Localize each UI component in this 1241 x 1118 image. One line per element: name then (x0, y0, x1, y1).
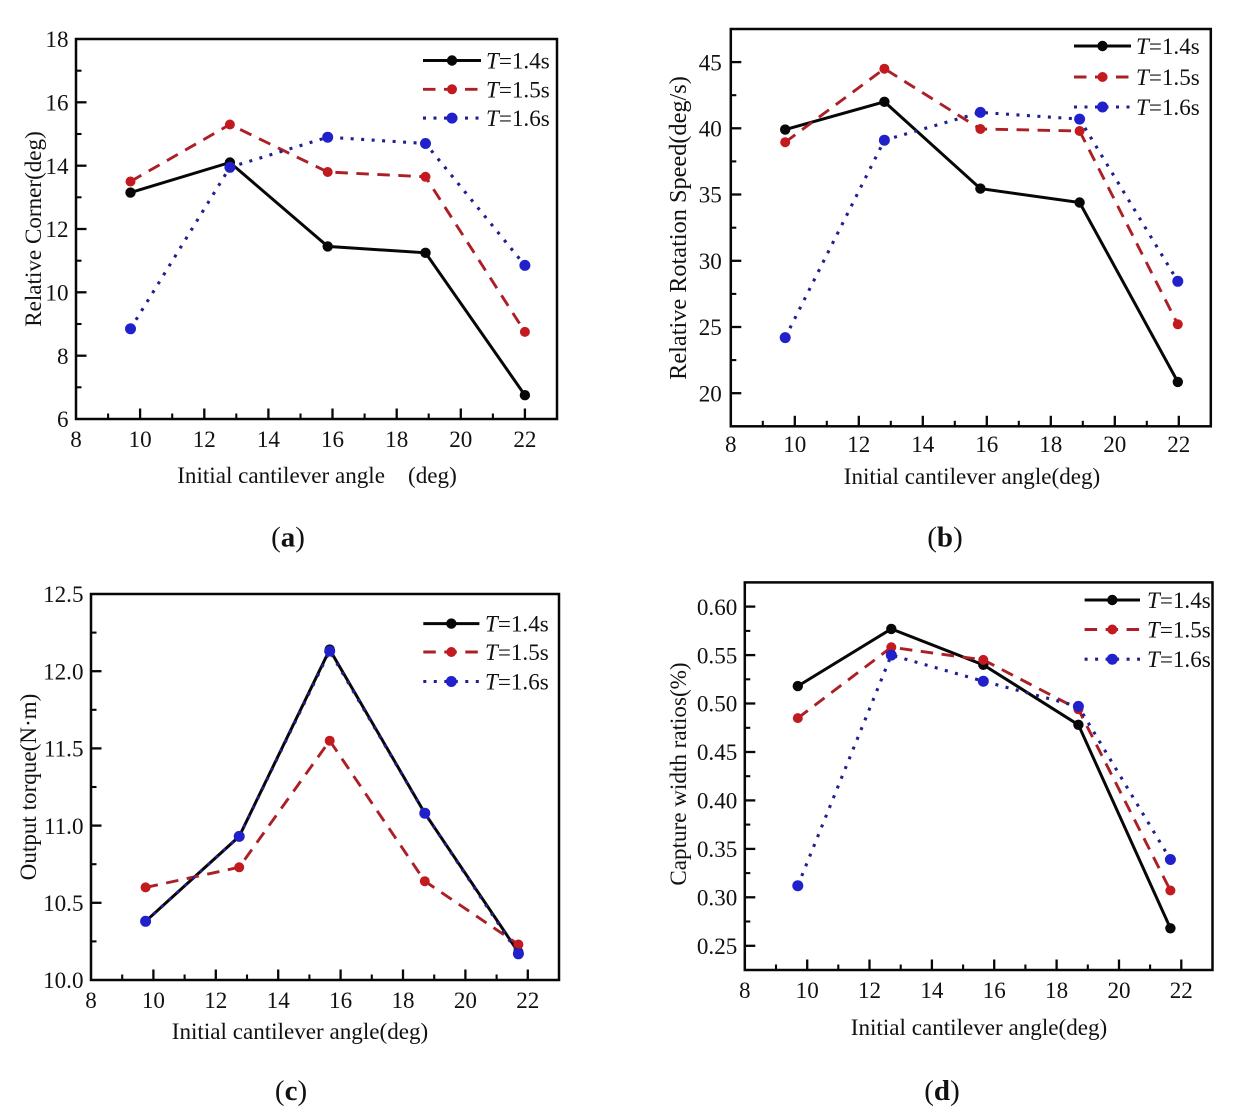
svg-text:20: 20 (1107, 977, 1130, 1003)
svg-text:T=1.6s: T=1.6s (1147, 646, 1211, 672)
svg-text:20: 20 (449, 426, 472, 452)
svg-text:T=1.6s: T=1.6s (486, 105, 550, 131)
svg-text:10: 10 (796, 977, 819, 1003)
svg-text:T=1.4s: T=1.4s (485, 611, 549, 637)
svg-text:Relative Rotation Speed(deg/s): Relative Rotation Speed(deg/s) (665, 76, 692, 380)
svg-text:12: 12 (193, 426, 216, 452)
svg-text:(c): (c) (275, 1075, 307, 1107)
svg-text:22: 22 (1170, 977, 1193, 1003)
svg-text:8: 8 (739, 977, 751, 1003)
svg-text:(b): (b) (927, 522, 962, 554)
svg-text:T=1.5s: T=1.5s (1147, 617, 1211, 643)
svg-text:Output torque(N·m): Output torque(N·m) (15, 694, 41, 881)
svg-text:0.35: 0.35 (697, 836, 737, 862)
svg-text:0.55: 0.55 (697, 642, 737, 668)
svg-text:T=1.5s: T=1.5s (486, 76, 550, 102)
svg-text:10: 10 (45, 280, 68, 306)
svg-text:12.5: 12.5 (43, 581, 83, 607)
svg-text:20: 20 (699, 380, 722, 406)
svg-text:Capture width ratios(%): Capture width ratios(%) (665, 662, 691, 885)
svg-text:22: 22 (516, 987, 539, 1013)
svg-text:30: 30 (699, 248, 722, 274)
svg-text:10.5: 10.5 (43, 890, 83, 916)
svg-text:35: 35 (699, 182, 722, 208)
svg-text:18: 18 (385, 426, 408, 452)
svg-text:18: 18 (391, 987, 414, 1013)
svg-text:Relative Corner(deg): Relative Corner(deg) (20, 131, 46, 327)
svg-text:11.5: 11.5 (44, 736, 84, 762)
svg-text:0.50: 0.50 (697, 691, 737, 717)
svg-text:8: 8 (70, 426, 82, 452)
svg-text:12: 12 (847, 431, 870, 457)
svg-text:10: 10 (142, 987, 165, 1013)
svg-text:Initial cantilever angle(deg): Initial cantilever angle(deg) (172, 1018, 428, 1044)
svg-text:22: 22 (1167, 431, 1190, 457)
svg-text:22: 22 (513, 426, 536, 452)
svg-text:20: 20 (454, 987, 477, 1013)
svg-text:T=1.6s: T=1.6s (1136, 94, 1200, 120)
svg-text:Initial cantilever angle (deg): Initial cantilever angle (deg) (177, 462, 457, 488)
svg-text:8: 8 (57, 343, 69, 369)
svg-text:T=1.4s: T=1.4s (1147, 587, 1211, 613)
svg-text:14: 14 (911, 431, 935, 457)
svg-text:Initial cantilever angle(deg): Initial cantilever angle(deg) (851, 1014, 1107, 1040)
svg-text:16: 16 (983, 977, 1006, 1003)
svg-text:16: 16 (321, 426, 344, 452)
svg-text:(a): (a) (271, 522, 305, 554)
svg-text:16: 16 (45, 90, 68, 116)
svg-text:T=1.4s: T=1.4s (486, 48, 550, 74)
svg-text:0.60: 0.60 (697, 594, 737, 620)
svg-text:20: 20 (1103, 431, 1126, 457)
svg-text:18: 18 (1045, 977, 1068, 1003)
svg-text:T=1.5s: T=1.5s (485, 639, 549, 665)
svg-text:0.40: 0.40 (697, 788, 737, 814)
svg-text:16: 16 (975, 431, 998, 457)
svg-text:40: 40 (699, 116, 722, 142)
svg-text:0.45: 0.45 (697, 739, 737, 765)
svg-text:18: 18 (1039, 431, 1062, 457)
svg-text:14: 14 (257, 426, 281, 452)
svg-text:T=1.4s: T=1.4s (1136, 33, 1200, 59)
svg-text:8: 8 (85, 987, 97, 1013)
svg-text:0.25: 0.25 (697, 933, 737, 959)
svg-text:0.30: 0.30 (697, 885, 737, 911)
svg-text:16: 16 (329, 987, 352, 1013)
svg-text:25: 25 (699, 314, 722, 340)
svg-text:18: 18 (45, 26, 68, 52)
svg-text:12: 12 (204, 987, 227, 1013)
svg-text:14: 14 (45, 153, 69, 179)
svg-text:T=1.5s: T=1.5s (1136, 64, 1200, 90)
svg-text:10: 10 (129, 426, 152, 452)
svg-text:10: 10 (783, 431, 806, 457)
svg-text:6: 6 (57, 406, 69, 432)
svg-text:14: 14 (267, 987, 291, 1013)
svg-text:14: 14 (920, 977, 944, 1003)
svg-text:11.0: 11.0 (44, 813, 84, 839)
svg-text:12.0: 12.0 (43, 658, 83, 684)
svg-text:Initial cantilever angle(deg): Initial cantilever angle(deg) (844, 463, 1100, 489)
svg-text:T=1.6s: T=1.6s (485, 669, 549, 695)
svg-text:8: 8 (725, 431, 737, 457)
svg-text:(d): (d) (924, 1075, 959, 1107)
svg-text:45: 45 (699, 49, 722, 75)
svg-text:10.0: 10.0 (43, 967, 83, 993)
svg-text:12: 12 (45, 216, 68, 242)
svg-text:12: 12 (858, 977, 881, 1003)
